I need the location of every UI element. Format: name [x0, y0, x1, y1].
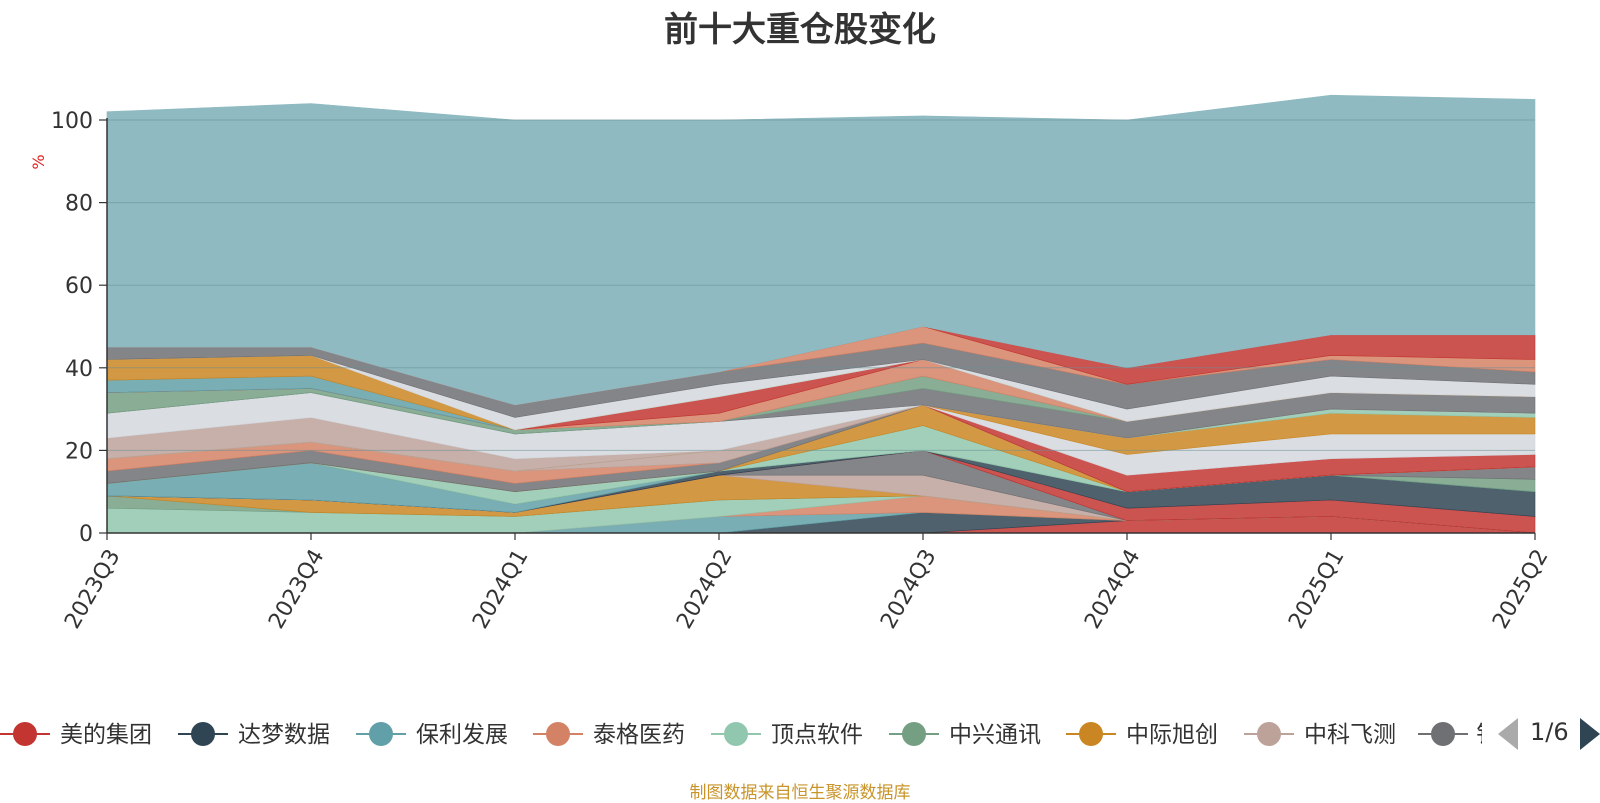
x-tick-label: 2023Q4 — [264, 545, 329, 633]
y-tick-label: 60 — [65, 274, 93, 299]
chart-title: 前十大重仓股变化 — [664, 10, 936, 50]
legend-item-label[interactable]: 顶点软件 — [771, 722, 863, 748]
legend-item-label[interactable]: 达梦数据 — [238, 722, 330, 748]
legend-item-label[interactable]: 中科飞测 — [1304, 722, 1396, 748]
legend-marker-icon[interactable] — [1431, 722, 1455, 746]
x-tick-label: 2024Q3 — [876, 545, 941, 633]
legend-marker-icon[interactable] — [13, 722, 37, 746]
legend-marker-icon[interactable] — [369, 722, 393, 746]
legend-item-label[interactable]: 保利发展 — [416, 722, 508, 748]
legend-item-label[interactable]: 泰格医药 — [593, 722, 685, 748]
legend-marker-icon[interactable] — [191, 722, 215, 746]
source-note: 制图数据来自恒生聚源数据库 — [689, 783, 911, 803]
y-axis-unit-label: % — [29, 154, 48, 169]
legend-marker-icon[interactable] — [546, 722, 570, 746]
y-tick-label: 100 — [51, 109, 93, 134]
y-tick-label: 0 — [79, 522, 93, 547]
legend-marker-icon[interactable] — [1257, 722, 1281, 746]
y-tick-label: 80 — [65, 192, 93, 217]
x-tick-label: 2024Q2 — [672, 545, 737, 633]
legend-marker-icon[interactable] — [902, 722, 926, 746]
x-tick-label: 2025Q2 — [1488, 545, 1553, 633]
legend-marker-icon[interactable] — [724, 722, 748, 746]
y-tick-label: 20 — [65, 439, 93, 464]
x-tick-label: 2023Q3 — [60, 545, 125, 633]
legend-prev-page-icon[interactable] — [1498, 718, 1518, 750]
legend-marker-icon[interactable] — [1079, 722, 1103, 746]
y-tick-label: 40 — [65, 357, 93, 382]
x-tick-label: 2025Q1 — [1284, 545, 1349, 633]
legend-item-label[interactable]: 中际旭创 — [1126, 722, 1218, 748]
x-tick-label: 2024Q4 — [1080, 545, 1145, 633]
legend-item-label[interactable]: 美的集团 — [60, 722, 152, 748]
legend-item-label[interactable]: 中兴通讯 — [949, 722, 1041, 748]
x-tick-label: 2024Q1 — [468, 545, 533, 633]
legend-next-page-icon[interactable] — [1580, 718, 1600, 750]
legend-page-indicator: 1/6 — [1530, 718, 1569, 746]
